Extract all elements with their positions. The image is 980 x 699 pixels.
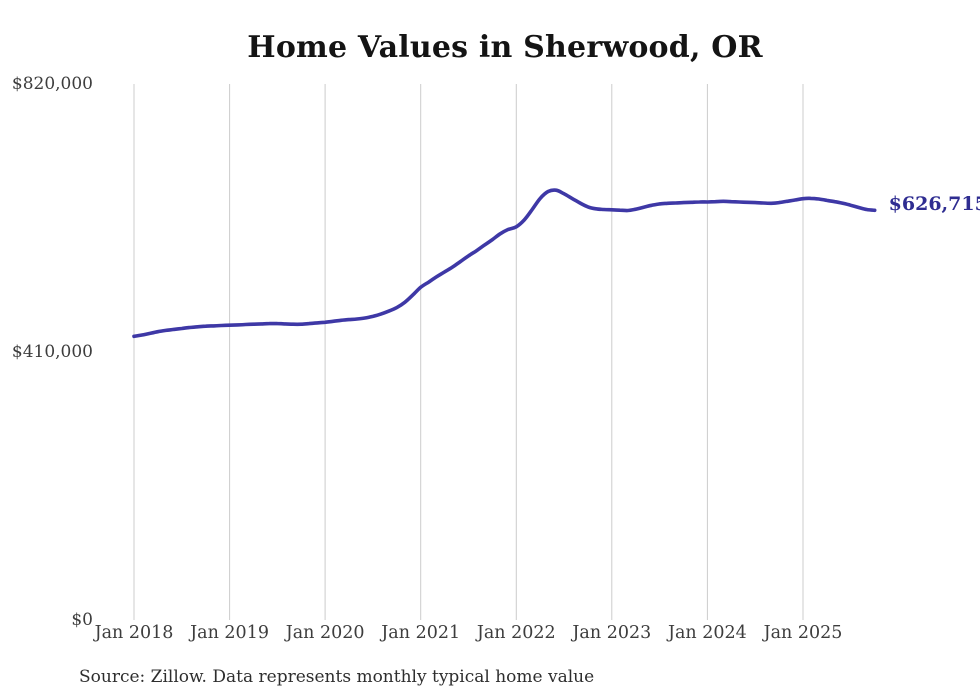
y-tick-label: $820,000 [11, 74, 93, 94]
y-tick-label: $410,000 [11, 342, 93, 362]
gridlines [133, 84, 804, 620]
y-tick-label: $0 [71, 610, 93, 630]
x-tick-label: Jan 2018 [94, 623, 174, 643]
x-tick-label: Jan 2021 [381, 623, 461, 643]
series-end-value-label: $626,715 [888, 193, 980, 216]
x-tick-label: Jan 2024 [667, 623, 747, 643]
home-value-line [132, 188, 877, 339]
x-tick-label: Jan 2019 [190, 623, 269, 643]
x-tick-label: Jan 2020 [285, 623, 365, 643]
source-note: Source: Zillow. Data represents monthly … [79, 667, 595, 687]
x-tick-label: Jan 2022 [476, 623, 556, 643]
x-tick-label: Jan 2023 [572, 623, 652, 643]
x-tick-label: Jan 2025 [763, 623, 843, 643]
chart-title: Home Values in Sherwood, OR [247, 30, 763, 65]
